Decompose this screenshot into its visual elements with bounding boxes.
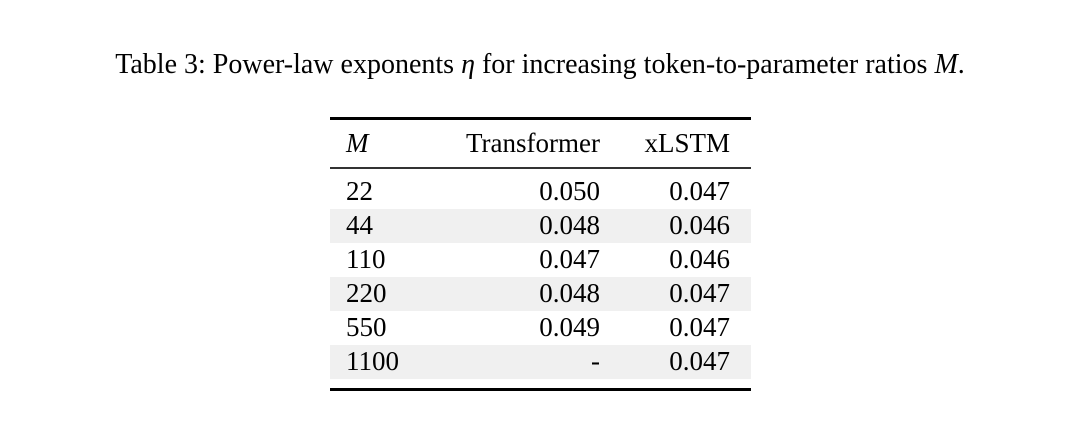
column-header-xlstm: xLSTM [644,128,730,158]
table-bottom-rule [330,387,751,391]
cell-xlstm: 0.047 [669,312,730,342]
power-law-exponents-table: M Transformer xLSTM 22 0.050 0.047 44 0.… [330,117,751,391]
cell-xlstm: 0.047 [669,278,730,308]
cell-transformer: - [591,346,600,376]
table-caption: Table 3: Power-law exponents η for incre… [0,49,1080,81]
table-mid-rule [330,167,751,169]
cell-transformer: 0.050 [539,176,600,206]
caption-text-middle: for increasing token-to-parameter ratios [474,49,935,80]
table-top-rule [330,117,751,120]
table-row: 550 0.049 0.047 [330,311,751,345]
cell-transformer: 0.048 [539,210,600,240]
table-row: 22 0.050 0.047 [330,175,751,209]
column-header-m: M [346,128,369,158]
cell-xlstm: 0.047 [669,176,730,206]
cell-m: 550 [346,312,387,342]
caption-text-suffix: . [957,49,965,80]
cell-xlstm: 0.046 [669,210,730,240]
cell-transformer: 0.049 [539,312,600,342]
math-m-symbol: M [934,49,958,80]
math-eta-symbol: η [461,49,475,80]
cell-m: 22 [346,176,373,206]
cell-xlstm: 0.046 [669,244,730,274]
cell-m: 110 [346,244,386,274]
caption-text-prefix: Table 3: Power-law exponents [115,49,462,80]
table-row: 220 0.048 0.047 [330,276,751,311]
cell-m: 1100 [346,346,399,376]
cell-xlstm: 0.047 [669,346,730,376]
cell-m: 220 [346,278,387,308]
table-row: 44 0.048 0.046 [330,208,751,243]
cell-m: 44 [346,210,373,240]
cell-transformer: 0.047 [539,244,600,274]
table-row: 1100 - 0.047 [330,344,751,379]
table-body: 22 0.050 0.047 44 0.048 0.046 110 0.047 … [330,175,751,379]
cell-transformer: 0.048 [539,278,600,308]
column-header-transformer: Transformer [466,128,600,158]
table-row: 110 0.047 0.046 [330,243,751,277]
table-header-row: M Transformer xLSTM [330,120,751,167]
